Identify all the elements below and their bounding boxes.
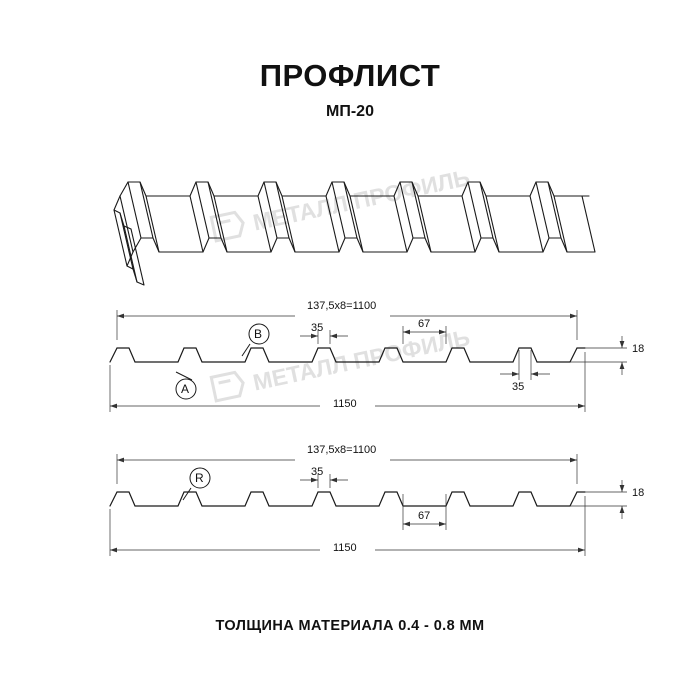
profile-drawing-top xyxy=(109,347,586,363)
mark-a-label: A xyxy=(181,382,190,396)
mark-b-label: B xyxy=(254,327,263,341)
page-subtitle: МП-20 xyxy=(326,103,374,120)
watermark-group: МЕТАЛЛ ПРОФИЛЬ МЕТАЛЛ ПРОФИЛЬ xyxy=(209,164,473,403)
mark-r-label: R xyxy=(195,471,204,485)
isometric-profile-view xyxy=(113,181,596,286)
dim-bottom-rib-width: 67 xyxy=(418,510,431,522)
dim-bottom-height: 18 xyxy=(632,487,645,499)
dim-top-rib-pitch-small-2: 35 xyxy=(512,381,525,393)
watermark-text: МЕТАЛЛ ПРОФИЛЬ xyxy=(251,324,473,395)
dim-top-height: 18 xyxy=(632,343,645,355)
watermark-text: МЕТАЛЛ ПРОФИЛЬ xyxy=(251,164,473,235)
material-thickness-note: ТОЛЩИНА МАТЕРИАЛА 0.4 - 0.8 ММ xyxy=(215,618,485,634)
dim-bottom-rib-pitch-small: 35 xyxy=(311,466,324,478)
dimensions-top xyxy=(109,310,627,412)
page-title: ПРОФЛИСТ xyxy=(259,58,441,93)
dim-top-overall-width: 1150 xyxy=(333,398,357,410)
profile-drawing-bottom xyxy=(109,491,586,507)
dimensions-bottom xyxy=(109,454,627,556)
dim-top-rib-width: 67 xyxy=(418,318,431,330)
dim-top-width-formula: 137,5х8=1100 xyxy=(307,300,377,312)
dim-bottom-overall-width: 1150 xyxy=(333,542,357,554)
dim-bottom-width-formula: 137,5х8=1100 xyxy=(307,444,377,456)
dim-top-rib-pitch-small: 35 xyxy=(311,322,324,334)
watermark-top: МЕТАЛЛ ПРОФИЛЬ xyxy=(209,164,473,243)
